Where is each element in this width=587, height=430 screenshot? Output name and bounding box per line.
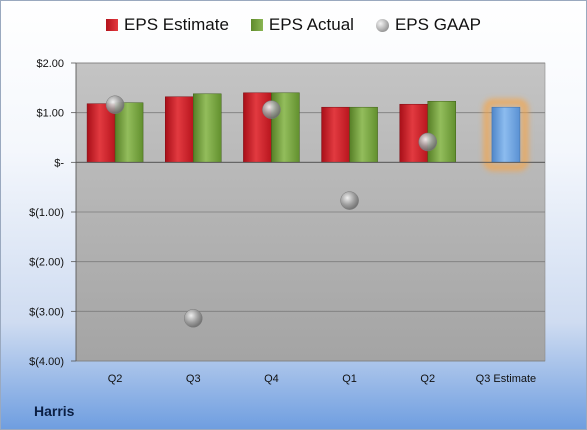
y-tick-label: $2.00 bbox=[36, 58, 64, 70]
x-tick-label: Q2 bbox=[108, 373, 123, 385]
bar-actual bbox=[193, 93, 222, 163]
legend-label-estimate: EPS Estimate bbox=[124, 15, 229, 34]
bar-forecast bbox=[491, 106, 521, 163]
gaap-point bbox=[184, 309, 203, 328]
gaap-point bbox=[418, 132, 437, 152]
y-tick-label: $- bbox=[54, 157, 64, 169]
legend: EPS Estimate EPS Actual EPS GAAP bbox=[1, 15, 586, 35]
legend-item-gaap: EPS GAAP bbox=[375, 15, 481, 35]
estimate-swatch-icon bbox=[106, 19, 119, 31]
bar-estimate bbox=[399, 103, 428, 163]
company-name: Harris bbox=[34, 403, 75, 419]
x-tick-label: Q1 bbox=[342, 373, 357, 385]
y-tick-label: $(3.00) bbox=[29, 306, 64, 318]
y-tick-label: $(4.00) bbox=[29, 356, 64, 368]
gaap-point bbox=[340, 191, 359, 210]
forecast-glow bbox=[483, 98, 529, 171]
bar-actual bbox=[349, 106, 378, 163]
gaap-point bbox=[105, 95, 125, 114]
x-tick-label: Q3 bbox=[186, 373, 201, 385]
x-tick-label: Q2 bbox=[420, 373, 435, 385]
y-tick-label: $(2.00) bbox=[29, 257, 64, 269]
x-tick-label: Q4 bbox=[264, 373, 279, 385]
legend-label-actual: EPS Actual bbox=[268, 15, 354, 34]
y-tick-label: $(1.00) bbox=[29, 207, 64, 219]
legend-item-estimate: EPS Estimate bbox=[106, 15, 229, 35]
y-tick-label: $1.00 bbox=[36, 108, 64, 120]
x-tick-label: Q3 Estimate bbox=[476, 373, 537, 385]
gaap-swatch-icon bbox=[375, 18, 389, 32]
bar-actual bbox=[271, 92, 300, 163]
gaap-point bbox=[262, 100, 281, 119]
actual-swatch-icon bbox=[250, 19, 263, 31]
bar-estimate bbox=[321, 106, 350, 163]
legend-item-actual: EPS Actual bbox=[250, 15, 354, 35]
bar-actual bbox=[427, 100, 456, 163]
bar-estimate bbox=[165, 96, 194, 163]
legend-label-gaap: EPS GAAP bbox=[394, 15, 481, 34]
